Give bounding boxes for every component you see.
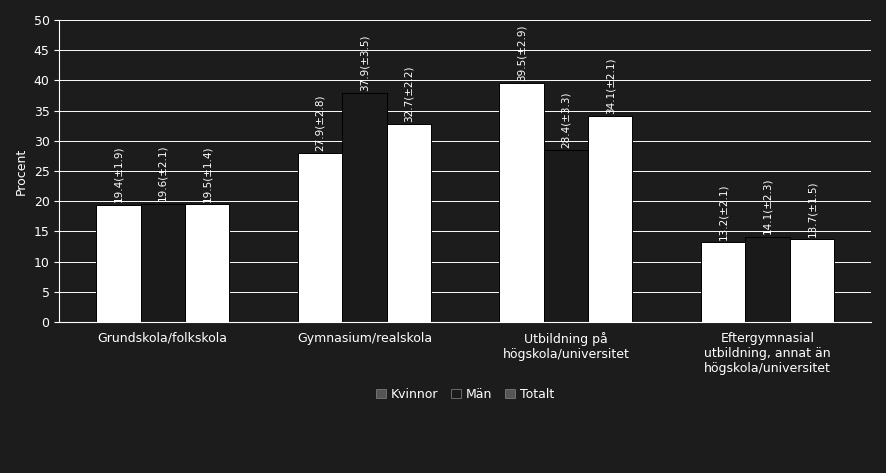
Y-axis label: Procent: Procent: [15, 147, 28, 194]
Text: 19.6(±2.1): 19.6(±2.1): [158, 145, 167, 201]
Bar: [298, 153, 342, 322]
Text: 13.7(±1.5): 13.7(±1.5): [807, 180, 817, 237]
Bar: [544, 150, 588, 322]
Bar: [745, 237, 789, 322]
Bar: [701, 242, 745, 322]
Bar: [500, 83, 544, 322]
Text: 13.2(±2.1): 13.2(±2.1): [719, 183, 728, 240]
Text: 39.5(±2.9): 39.5(±2.9): [517, 25, 526, 81]
Bar: [185, 204, 229, 322]
Bar: [97, 205, 141, 322]
Text: 19.4(±1.9): 19.4(±1.9): [113, 146, 123, 202]
Bar: [141, 203, 185, 322]
Text: 32.7(±2.2): 32.7(±2.2): [404, 66, 414, 122]
Bar: [588, 116, 633, 322]
Bar: [789, 239, 834, 322]
Text: 34.1(±2.1): 34.1(±2.1): [605, 57, 615, 114]
Text: 27.9(±2.8): 27.9(±2.8): [315, 95, 325, 151]
Bar: [386, 124, 431, 322]
Bar: [342, 93, 386, 322]
Legend: Kvinnor, Män, Totalt: Kvinnor, Män, Totalt: [371, 383, 559, 406]
Text: 37.9(±3.5): 37.9(±3.5): [360, 34, 369, 91]
Text: 14.1(±2.3): 14.1(±2.3): [763, 178, 773, 234]
Text: 19.5(±1.4): 19.5(±1.4): [202, 145, 212, 201]
Text: 28.4(±3.3): 28.4(±3.3): [561, 91, 571, 148]
